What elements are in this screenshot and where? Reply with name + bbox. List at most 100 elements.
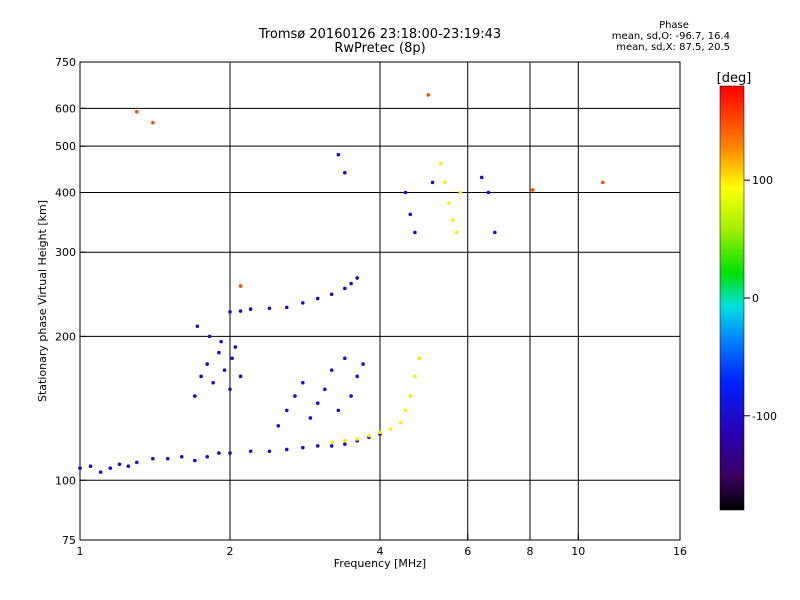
data-point: O-trace low E / base (blue) <box>284 447 289 452</box>
data-point: O cluster 1.7-2.1 MHz <box>219 339 223 344</box>
y-tick-label: 200 <box>55 330 76 343</box>
y-tick-label: 100 <box>55 474 76 487</box>
data-point: O-trace low E / base (blue) <box>134 460 139 465</box>
data-point: O cluster 1.7-2.1 MHz <box>195 324 200 329</box>
data-point: Spread F O (blue) <box>403 190 408 195</box>
data-point: O cluster 1.7-2.1 MHz <box>230 356 234 361</box>
data-point: O-trace low E / base (blue) <box>88 464 93 469</box>
data-point: Scattered <box>238 284 243 288</box>
data-point: O-trace F1 (blue/purple) <box>248 307 253 311</box>
data-point: X-trace (yellow) <box>378 430 382 435</box>
data-point: Spread F O (blue) <box>408 212 413 217</box>
data-point: O spread 2.4-3.8 MHz <box>293 394 297 398</box>
colorbar-tick-label: -100 <box>752 410 777 423</box>
data-point: O-trace F1 (blue/purple) <box>329 292 334 297</box>
data-point: Spread F O (blue) <box>343 170 347 175</box>
data-point: Scattered <box>601 180 605 185</box>
data-point: O-trace F1 (blue/purple) <box>228 310 232 314</box>
data-point: O-trace low E / base (blue) <box>267 449 272 454</box>
data-point: O-trace F1 (blue/purple) <box>238 309 243 313</box>
data-point: O-trace low E / base (blue) <box>228 451 232 455</box>
data-point: Spread F X (yellow) <box>458 190 463 195</box>
x-tick-label: 10 <box>571 545 585 558</box>
data-point: Spread F O (blue) <box>479 175 484 180</box>
x-tick-label: 16 <box>673 545 687 558</box>
data-point: O spread 2.4-3.8 MHz <box>361 362 365 366</box>
data-point: O cluster 1.7-2.1 MHz <box>222 368 227 372</box>
data-point: O cluster 1.7-2.1 MHz <box>207 334 212 339</box>
x-tick-label: 6 <box>464 545 471 558</box>
data-point: X-trace (yellow) <box>343 438 347 443</box>
data-point: Scattered <box>530 188 535 192</box>
x-tick-label: 1 <box>77 545 84 558</box>
data-point: O-trace low E / base (blue) <box>165 456 170 461</box>
data-point: Spread F X (yellow) <box>447 201 451 205</box>
data-point: Spread F O (blue) <box>486 190 491 195</box>
data-point: Spread F O (blue) <box>430 180 435 185</box>
data-point: O spread 2.4-3.8 MHz <box>284 408 289 413</box>
data-point: O-trace F1 (blue/purple) <box>355 276 359 280</box>
phase-stats: Phase mean, sd,O: -96.7, 16.4 mean, sd,X… <box>598 20 730 53</box>
data-point: O cluster 1.7-2.1 MHz <box>199 374 203 379</box>
data-point: O cluster 1.7-2.1 MHz <box>228 387 232 392</box>
data-point: O spread 2.4-3.8 MHz <box>301 380 305 385</box>
data-point: O-trace low E / base (blue) <box>343 442 347 446</box>
data-point: O-trace F1 (blue/purple) <box>343 286 347 291</box>
data-point: O-trace F1 (blue/purple) <box>267 306 272 311</box>
data-point: O cluster 1.7-2.1 MHz <box>233 345 238 349</box>
data-point: O cluster 1.7-2.1 MHz <box>238 374 243 379</box>
colorbar-label: [deg] <box>717 71 752 86</box>
y-tick-label: 600 <box>55 102 76 115</box>
data-point: X-trace (yellow) <box>413 374 417 379</box>
data-point: O-trace low E / base (blue) <box>217 451 221 455</box>
data-point: X-trace (yellow) <box>417 356 422 361</box>
data-point: O-trace low E / base (blue) <box>126 464 131 469</box>
data-point: O-trace low E / base (blue) <box>329 444 334 448</box>
data-point: O-trace low E / base (blue) <box>248 449 253 454</box>
colorbar <box>719 85 745 511</box>
data-point: O cluster 1.7-2.1 MHz <box>211 380 215 385</box>
data-point: O-trace F1 (blue/purple) <box>301 301 305 305</box>
data-point: O-trace low E / base (blue) <box>193 458 197 463</box>
data-point: O-trace low E / base (blue) <box>301 445 305 450</box>
title-line-1: Tromsø 20160126 23:18:00-23:19:43 <box>258 27 502 42</box>
data-point: O spread 2.4-3.8 MHz <box>323 387 327 392</box>
data-point: Spread F O (blue) <box>336 152 341 157</box>
data-point: O spread 2.4-3.8 MHz <box>329 368 334 372</box>
data-point: Spread F X (yellow) <box>439 161 443 166</box>
data-point: O-trace F1 (blue/purple) <box>284 305 289 310</box>
data-point: O-trace low E / base (blue) <box>108 466 113 470</box>
data-point: O spread 2.4-3.8 MHz <box>336 408 341 413</box>
data-point: X-trace (yellow) <box>403 408 408 413</box>
y-tick-label: 500 <box>55 140 76 153</box>
x-axis-label: Frequency [MHz] <box>334 557 426 570</box>
data-point: X-trace (yellow) <box>367 433 371 438</box>
data-point: X-trace (yellow) <box>329 440 334 445</box>
data-point: O spread 2.4-3.8 MHz <box>315 401 320 405</box>
data-point: O cluster 1.7-2.1 MHz <box>217 350 221 355</box>
data-point: O spread 2.4-3.8 MHz <box>276 424 281 428</box>
x-tick-label: 2 <box>227 545 234 558</box>
data-point: O-trace low E / base (blue) <box>98 470 103 474</box>
data-point: O-trace low E / base (blue) <box>78 466 82 470</box>
data-point: Spread F X (yellow) <box>443 180 447 185</box>
y-tick-label: 750 <box>55 56 76 69</box>
data-point: O spread 2.4-3.8 MHz <box>349 394 353 398</box>
data-point: Scattered <box>426 93 431 97</box>
stats-line-o: mean, sd,O: -96.7, 16.4 <box>611 31 730 42</box>
data-point: O cluster 1.7-2.1 MHz <box>205 362 209 366</box>
y-tick-label: 300 <box>55 246 76 259</box>
x-tick-label: 8 <box>527 545 534 558</box>
data-point: X-trace (yellow) <box>355 437 359 441</box>
data-point: O-trace F1 (blue/purple) <box>349 281 353 286</box>
data-point: O-trace low E / base (blue) <box>315 444 320 448</box>
data-point: Scattered <box>151 120 155 125</box>
colorbar-tick-label: 0 <box>752 292 759 305</box>
stats-title: Phase <box>659 20 689 31</box>
colorbar-tick-label: 100 <box>752 174 773 187</box>
data-point: O-trace low E / base (blue) <box>205 454 209 459</box>
data-point: O-trace low E / base (blue) <box>117 462 122 467</box>
y-axis-ticks: 750 600 500 400 300 200 100 75 <box>55 56 86 547</box>
data-point: Spread F O (blue) <box>493 230 497 235</box>
